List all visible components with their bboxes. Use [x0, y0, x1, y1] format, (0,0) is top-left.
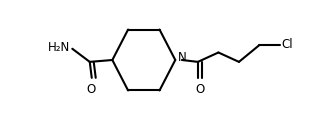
Text: N: N — [178, 51, 187, 64]
Text: H₂N: H₂N — [47, 41, 70, 54]
Text: O: O — [195, 83, 204, 96]
Text: O: O — [87, 83, 96, 96]
Text: Cl: Cl — [282, 39, 293, 51]
